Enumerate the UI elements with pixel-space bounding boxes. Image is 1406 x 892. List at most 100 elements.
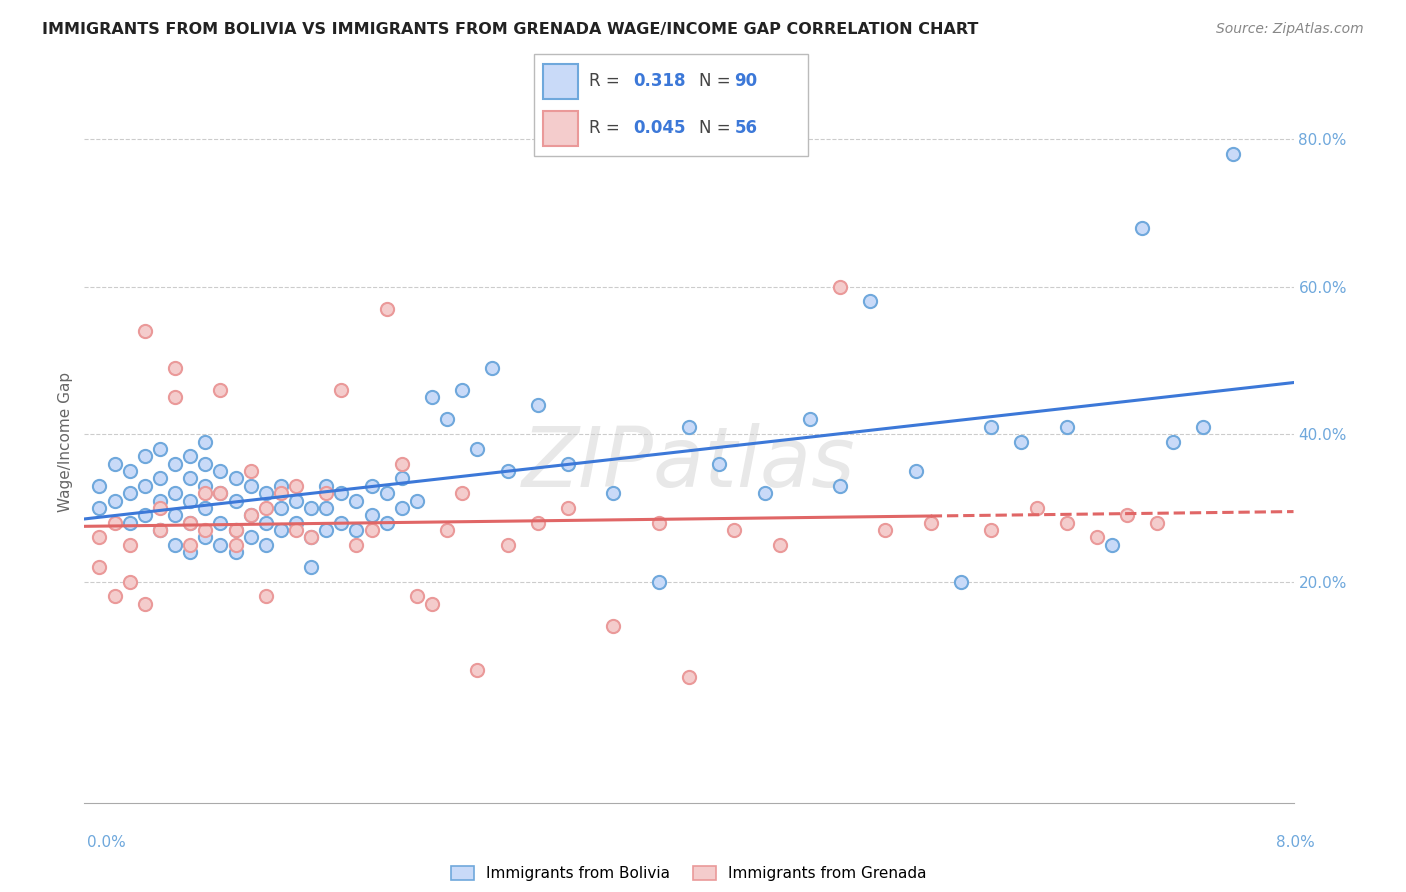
Point	[225, 523, 247, 537]
Point	[104, 516, 127, 530]
Point	[557, 457, 579, 471]
Point	[315, 479, 337, 493]
Point	[209, 464, 232, 478]
Point	[89, 530, 111, 544]
Point	[436, 412, 458, 426]
Point	[980, 419, 1002, 434]
Point	[754, 486, 776, 500]
Point	[299, 530, 322, 544]
Point	[360, 479, 382, 493]
Point	[89, 560, 111, 574]
Text: ZIPatlas: ZIPatlas	[522, 423, 856, 504]
Point	[467, 442, 489, 456]
Point	[179, 516, 201, 530]
Point	[179, 450, 201, 464]
Point	[89, 500, 111, 515]
Point	[315, 486, 337, 500]
Point	[179, 538, 201, 552]
Point	[194, 434, 217, 449]
Point	[709, 457, 731, 471]
Point	[285, 479, 308, 493]
Text: 0.045: 0.045	[633, 120, 686, 137]
Point	[165, 508, 187, 523]
Point	[89, 479, 111, 493]
Point	[1056, 419, 1078, 434]
Text: 90: 90	[734, 72, 758, 90]
Point	[315, 523, 337, 537]
Text: N =: N =	[699, 72, 735, 90]
Point	[557, 500, 579, 515]
Point	[254, 538, 277, 552]
Point	[225, 471, 247, 485]
Point	[239, 508, 262, 523]
Point	[346, 523, 368, 537]
Point	[950, 574, 973, 589]
Point	[648, 574, 671, 589]
Point	[104, 493, 127, 508]
Point	[299, 560, 322, 574]
Point	[391, 471, 413, 485]
Point	[678, 670, 700, 684]
Y-axis label: Wage/Income Gap: Wage/Income Gap	[58, 371, 73, 512]
Text: Source: ZipAtlas.com: Source: ZipAtlas.com	[1216, 22, 1364, 37]
Point	[436, 523, 458, 537]
FancyBboxPatch shape	[543, 64, 578, 99]
Point	[1011, 434, 1033, 449]
Point	[602, 619, 624, 633]
Legend: Immigrants from Bolivia, Immigrants from Grenada: Immigrants from Bolivia, Immigrants from…	[443, 859, 935, 889]
Point	[904, 464, 927, 478]
Point	[165, 457, 187, 471]
Point	[1056, 516, 1078, 530]
Point	[830, 279, 852, 293]
Point	[225, 523, 247, 537]
Point	[104, 457, 127, 471]
Point	[254, 486, 277, 500]
Point	[165, 360, 187, 375]
Point	[104, 590, 127, 604]
Point	[1161, 434, 1184, 449]
Point	[299, 530, 322, 544]
Point	[254, 500, 277, 515]
Point	[149, 500, 172, 515]
Point	[179, 471, 201, 485]
Point	[678, 419, 700, 434]
Point	[602, 486, 624, 500]
Point	[270, 500, 292, 515]
Text: 0.318: 0.318	[633, 72, 686, 90]
Point	[375, 486, 398, 500]
Point	[179, 516, 201, 530]
Point	[149, 442, 172, 456]
Point	[1222, 147, 1244, 161]
Point	[225, 538, 247, 552]
Point	[194, 457, 217, 471]
Point	[391, 457, 413, 471]
Point	[134, 479, 156, 493]
Point	[375, 301, 398, 316]
Point	[118, 464, 141, 478]
FancyBboxPatch shape	[543, 111, 578, 145]
Point	[165, 486, 187, 500]
Point	[859, 294, 882, 309]
Point	[134, 450, 156, 464]
Point	[118, 538, 141, 552]
Point	[118, 486, 141, 500]
Point	[149, 523, 172, 537]
Point	[391, 500, 413, 515]
Point	[134, 324, 156, 338]
Point	[165, 538, 187, 552]
Point	[299, 500, 322, 515]
Point	[239, 530, 262, 544]
Point	[406, 590, 429, 604]
Point	[285, 516, 308, 530]
Point	[330, 516, 353, 530]
Point	[194, 530, 217, 544]
Point	[270, 479, 292, 493]
Point	[194, 523, 217, 537]
Point	[194, 486, 217, 500]
Point	[194, 479, 217, 493]
Point	[239, 508, 262, 523]
Point	[179, 493, 201, 508]
Point	[194, 500, 217, 515]
Point	[209, 383, 232, 397]
Text: 56: 56	[734, 120, 758, 137]
